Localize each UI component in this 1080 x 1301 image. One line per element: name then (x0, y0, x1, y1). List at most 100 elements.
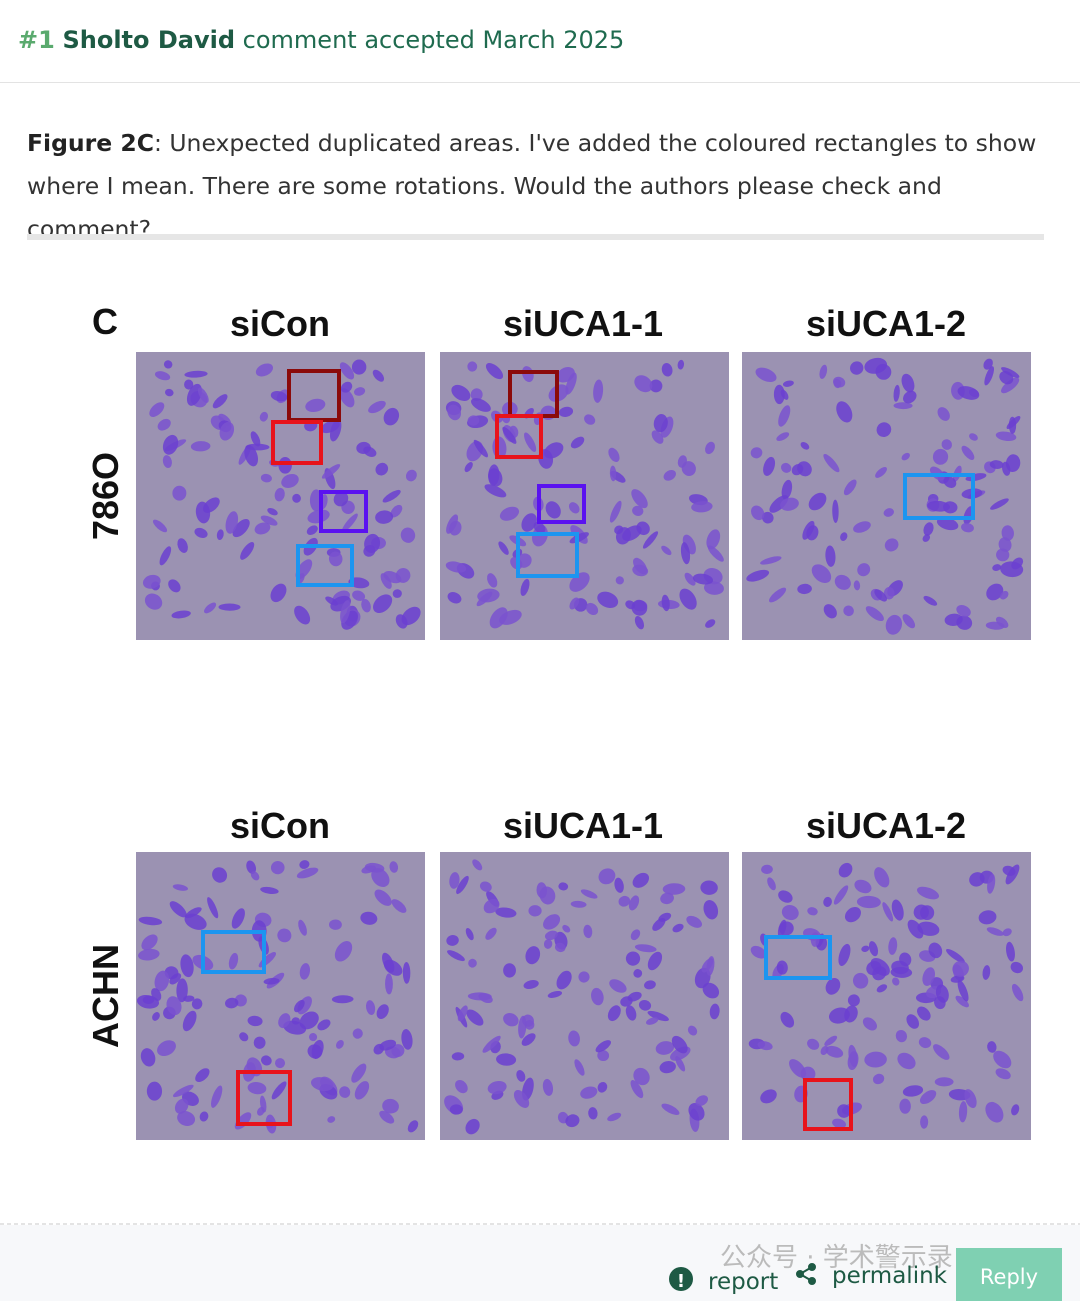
micrograph (742, 852, 1031, 1140)
cell (352, 1028, 363, 1039)
cell (1010, 961, 1024, 974)
cell (875, 466, 887, 478)
cell (761, 511, 774, 524)
cell (882, 902, 894, 922)
cell (807, 1038, 820, 1050)
cell (375, 462, 389, 476)
cell (374, 889, 392, 906)
cell (383, 407, 400, 426)
cell (218, 603, 241, 611)
cell (677, 455, 687, 468)
cell (1011, 557, 1024, 570)
reply-button[interactable] (956, 1248, 1062, 1301)
cell (653, 414, 668, 433)
cell (888, 937, 898, 955)
cell (521, 513, 537, 532)
cell (499, 609, 522, 625)
cell (255, 363, 274, 377)
cell (211, 1085, 223, 1108)
cell (672, 923, 684, 933)
cell (780, 497, 799, 511)
box (516, 532, 579, 578)
cell (455, 1079, 468, 1094)
cell (250, 871, 260, 881)
cell (864, 1051, 887, 1068)
cell (149, 402, 165, 417)
cell (382, 489, 401, 503)
cell (630, 1080, 644, 1099)
cell (989, 460, 1004, 469)
cell (609, 465, 617, 482)
comment-body: Figure 2C: Unexpected duplicated areas. … (27, 122, 1047, 251)
cell (333, 491, 349, 507)
cell (800, 1066, 816, 1082)
highlight-boxes (201, 369, 975, 1131)
cell (253, 1036, 266, 1049)
cell (379, 1039, 397, 1051)
box (903, 473, 975, 520)
cell (936, 517, 959, 531)
cell (876, 422, 892, 438)
cell (625, 951, 641, 966)
cell (593, 379, 604, 403)
cell (144, 593, 163, 610)
cell (651, 430, 664, 444)
cell (570, 900, 587, 908)
cell (354, 1081, 370, 1100)
cell (1005, 864, 1020, 885)
cell (401, 1029, 413, 1050)
cell (520, 578, 530, 596)
comment-number[interactable]: #1 (18, 26, 55, 54)
cell (707, 545, 724, 562)
cell (702, 982, 720, 999)
cell (583, 924, 593, 939)
cell (306, 525, 318, 535)
cell (644, 980, 656, 990)
column-label: siUCA1-2 (806, 805, 966, 846)
cell (755, 367, 777, 383)
reply-label[interactable]: Reply (980, 1265, 1038, 1289)
cell (246, 860, 257, 874)
cell (861, 945, 870, 952)
cell (339, 362, 355, 380)
cell (943, 476, 957, 489)
share-icon (796, 1263, 816, 1285)
cell (385, 973, 393, 995)
cell (138, 916, 163, 926)
cell (562, 924, 571, 933)
cell (556, 970, 572, 990)
box (296, 544, 354, 587)
cell (487, 573, 498, 588)
cell (495, 907, 517, 918)
permalink[interactable]: permalink (832, 1263, 948, 1289)
cell (212, 394, 228, 409)
cell (199, 1111, 209, 1122)
cell (750, 945, 767, 959)
cell (891, 899, 904, 921)
cell (649, 379, 663, 393)
cell (751, 505, 765, 521)
cell (902, 614, 916, 629)
cell (465, 928, 474, 941)
cell (694, 967, 711, 989)
cell (305, 398, 326, 413)
cell (828, 1007, 850, 1024)
cell (168, 579, 181, 593)
report-link[interactable]: report (708, 1269, 778, 1295)
cell (797, 583, 812, 595)
cell (380, 573, 392, 589)
author[interactable]: Sholto David (62, 26, 236, 54)
cell (675, 1056, 686, 1072)
cell (883, 586, 895, 600)
cell (447, 592, 462, 604)
cell (995, 1068, 1011, 1080)
report-icon[interactable] (669, 1267, 693, 1291)
cell (825, 977, 841, 995)
cell (978, 910, 997, 925)
cell (763, 456, 776, 476)
cell (240, 541, 255, 560)
cell (884, 538, 899, 552)
cell (615, 576, 624, 585)
cell (263, 977, 280, 985)
